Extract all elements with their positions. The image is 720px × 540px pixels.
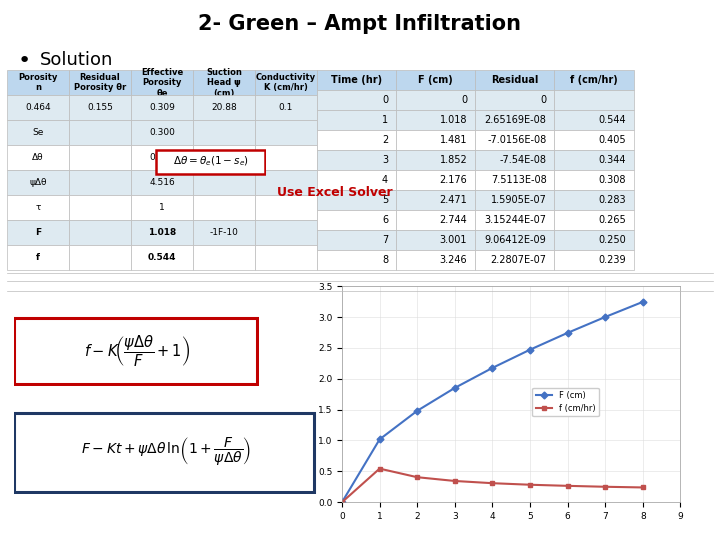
Line: F (cm): F (cm) xyxy=(340,300,645,505)
FancyBboxPatch shape xyxy=(14,413,314,491)
Text: Solution: Solution xyxy=(40,51,113,69)
F (cm) xyxy=(639,299,647,305)
Line: f (cm/hr): f (cm/hr) xyxy=(340,466,645,505)
Legend: F (cm), f (cm/hr): F (cm), f (cm/hr) xyxy=(532,388,599,416)
F (cm) xyxy=(451,384,459,391)
f (cm/hr) xyxy=(563,483,572,489)
f (cm/hr) xyxy=(338,499,346,505)
F (cm) xyxy=(526,347,534,353)
Text: $F - Kt + \psi\Delta\theta\,\ln\!\left(1+\dfrac{F}{\psi\Delta\theta}\right)$: $F - Kt + \psi\Delta\theta\,\ln\!\left(1… xyxy=(81,436,251,468)
F (cm) xyxy=(601,314,610,320)
f (cm/hr) xyxy=(488,480,497,487)
Text: Use Excel Solver: Use Excel Solver xyxy=(277,186,393,199)
F (cm) xyxy=(338,499,346,505)
f (cm/hr) xyxy=(601,483,610,490)
Text: $f - K\!\left(\dfrac{\psi\Delta\theta}{F}+1\right)$: $f - K\!\left(\dfrac{\psi\Delta\theta}{F… xyxy=(84,333,190,369)
f (cm/hr) xyxy=(526,482,534,488)
F (cm) xyxy=(375,436,384,443)
f (cm/hr) xyxy=(375,465,384,472)
Text: •: • xyxy=(18,51,31,71)
F (cm) xyxy=(488,364,497,371)
Text: $\Delta\theta = \theta_e(1 - s_e)$: $\Delta\theta = \theta_e(1 - s_e)$ xyxy=(173,154,248,168)
f (cm/hr) xyxy=(639,484,647,491)
Text: 2- Green – Ampt Infiltration: 2- Green – Ampt Infiltration xyxy=(199,14,521,33)
F (cm) xyxy=(563,329,572,336)
f (cm/hr) xyxy=(413,474,421,481)
FancyBboxPatch shape xyxy=(156,150,265,174)
F (cm) xyxy=(413,408,421,414)
FancyBboxPatch shape xyxy=(14,318,257,384)
f (cm/hr) xyxy=(451,478,459,484)
